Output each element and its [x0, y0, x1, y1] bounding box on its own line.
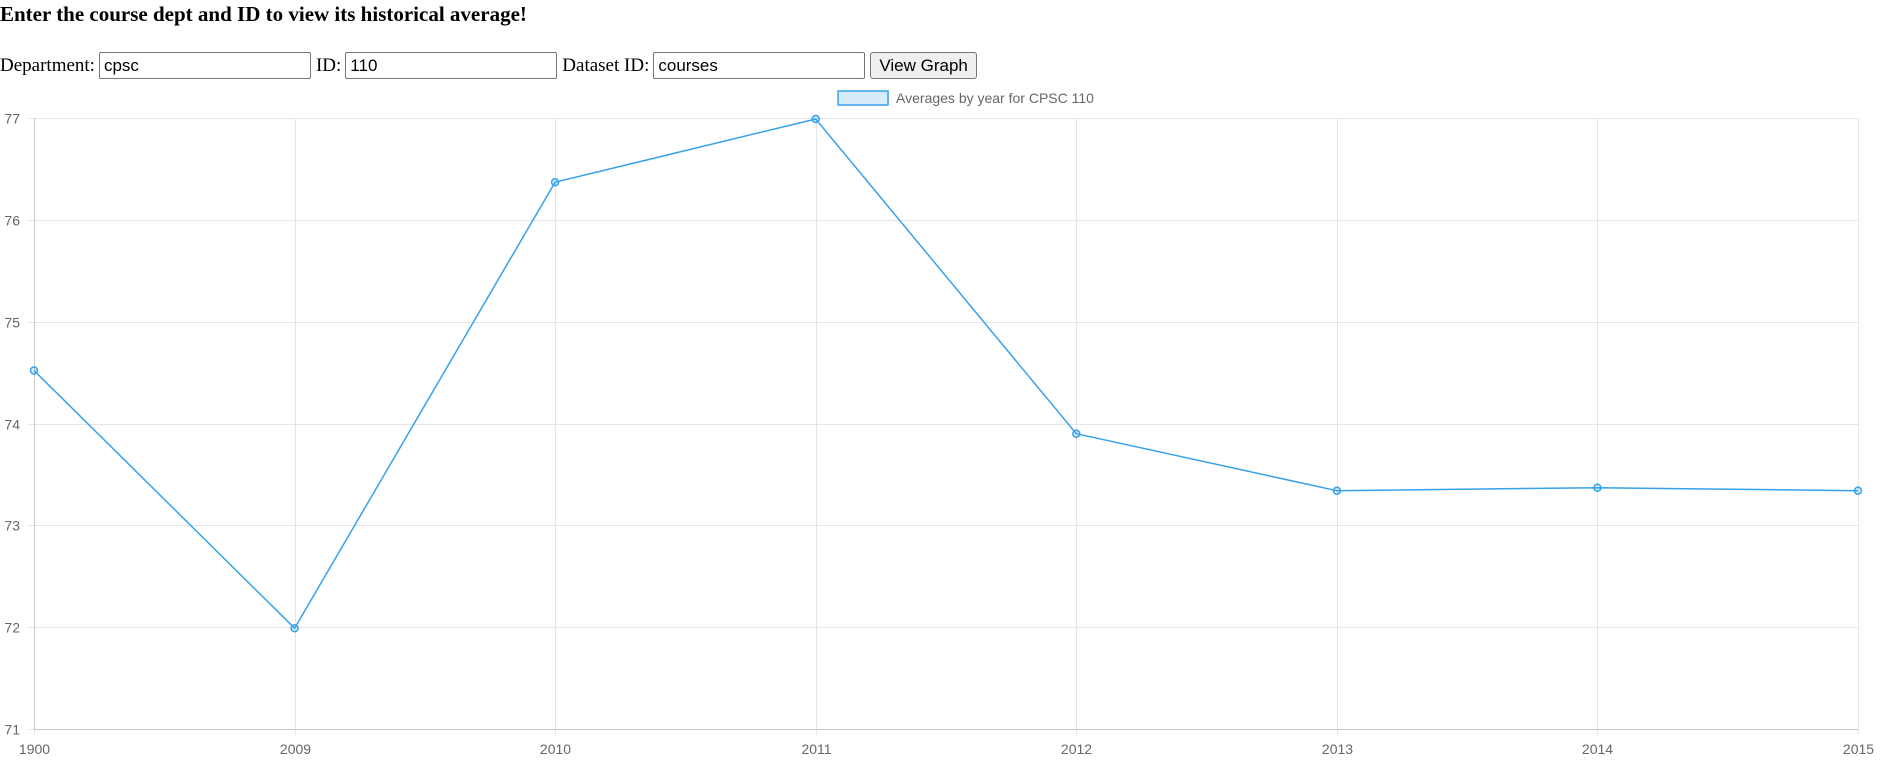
chart-legend: Averages by year for CPSC 110 — [837, 90, 1094, 106]
x-tick-label: 1900 — [19, 741, 50, 757]
line-chart: 71 72 73 74 75 76 77 1900 2009 2010 2011 2012 2013 20… — [4, 90, 1874, 758]
data-point[interactable] — [1853, 486, 1863, 495]
legend-swatch[interactable] — [837, 90, 889, 106]
y-tick-label: 76 — [4, 213, 20, 229]
x-tick-label: 2014 — [1582, 741, 1613, 757]
data-point[interactable] — [29, 366, 39, 375]
y-tick-label: 73 — [4, 518, 20, 534]
data-point[interactable] — [1332, 486, 1342, 495]
y-tick-label: 71 — [4, 722, 20, 738]
chart-grid — [28, 118, 1859, 735]
y-tick-label: 72 — [4, 620, 20, 636]
legend-label: Averages by year for CPSC 110 — [896, 90, 1094, 106]
chart-series — [29, 114, 1863, 633]
department-label: Department: — [0, 54, 95, 76]
page-title: Enter the course dept and ID to view its… — [0, 2, 527, 26]
y-tick-label: 74 — [4, 417, 20, 433]
data-point[interactable] — [811, 114, 820, 124]
data-point[interactable] — [550, 177, 560, 187]
x-tick-label: 2011 — [801, 741, 831, 757]
id-label: ID: — [315, 54, 342, 76]
department-input[interactable] — [98, 52, 311, 79]
chart-container: 71 72 73 74 75 76 77 1900 2009 2010 2011 2012 2013 20… — [0, 86, 1883, 777]
x-tick-label: 2013 — [1322, 741, 1353, 757]
x-tick-label: 2010 — [540, 741, 571, 757]
series-line — [33, 118, 1859, 629]
view-graph-button[interactable]: View Graph — [870, 52, 977, 79]
data-point[interactable] — [1072, 429, 1081, 438]
course-id-input[interactable] — [345, 52, 558, 79]
y-tick-label: 77 — [4, 111, 20, 127]
chart-axes: 71 72 73 74 75 76 77 1900 2009 2010 2011 2012 2013 20… — [4, 111, 1874, 758]
data-point[interactable] — [1593, 483, 1602, 492]
dataset-id-label: Dataset ID: — [562, 54, 650, 76]
x-tick-label: 2015 — [1843, 741, 1874, 757]
data-point[interactable] — [290, 623, 299, 633]
x-tick-label: 2009 — [280, 741, 311, 757]
dataset-id-input[interactable] — [653, 52, 866, 79]
y-tick-label: 75 — [4, 315, 20, 331]
x-tick-label: 2012 — [1061, 741, 1092, 757]
course-query-form: Department: ID: Dataset ID: View Graph — [0, 52, 977, 79]
